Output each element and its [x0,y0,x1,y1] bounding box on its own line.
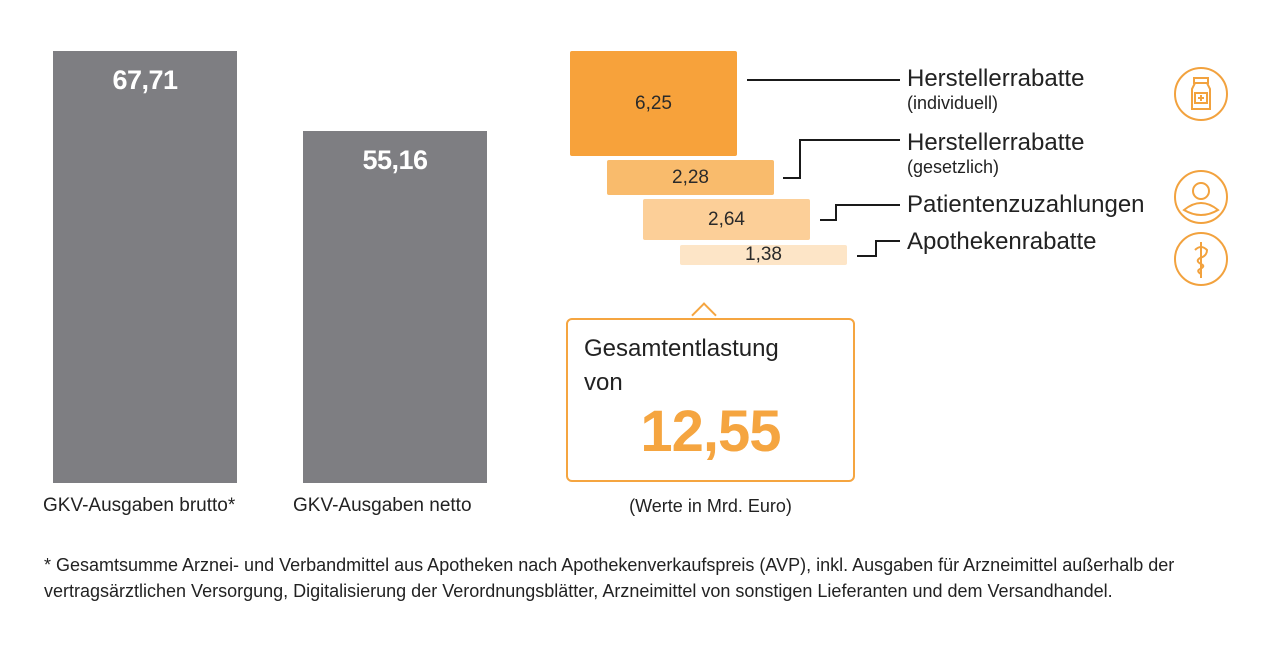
breakdown-block: 2,64 [643,199,810,240]
bar-value-label: 55,16 [362,145,428,176]
legend-sublabel: (individuell) [907,93,999,113]
person-icon [1174,170,1228,224]
bar-value-label: 67,71 [112,65,178,95]
leader-line [783,139,900,179]
x-tick-label: GKV-Ausgaben netto [293,495,472,516]
total-callout: Gesamtentlastung von 12,55 [566,318,855,482]
legend-label: Herstellerrabatte (individuell) [907,65,1085,114]
bar-brutto: 67,71 [53,51,237,483]
breakdown-block: 6,25 [570,51,737,156]
breakdown-block: 1,38 [680,244,847,265]
unit-note: (Werte in Mrd. Euro) [629,496,792,516]
legend-label: Apothekenrabatte [907,228,1097,255]
leader-line [857,240,900,257]
total-value: 12,55 [640,399,781,464]
medicine-bottle-icon [1174,67,1228,121]
x-tick-label: GKV-Ausgaben brutto* [43,495,236,516]
leader-line [820,204,900,221]
total-title: Gesamtentlastung [584,335,779,362]
legend-label: Patientenzuzahlungen [907,191,1145,218]
bar-netto: 55,16 [303,131,487,483]
legend-sublabel: (gesetzlich) [907,157,1000,177]
footnote: * Gesamtsumme Arznei- und Verbandmittel … [44,555,1175,601]
breakdown-block: 2,28 [607,160,774,195]
total-von: von [584,369,623,396]
caduceus-icon [1174,232,1228,286]
legend-label: Herstellerrabatte (gesetzlich) [907,129,1085,178]
